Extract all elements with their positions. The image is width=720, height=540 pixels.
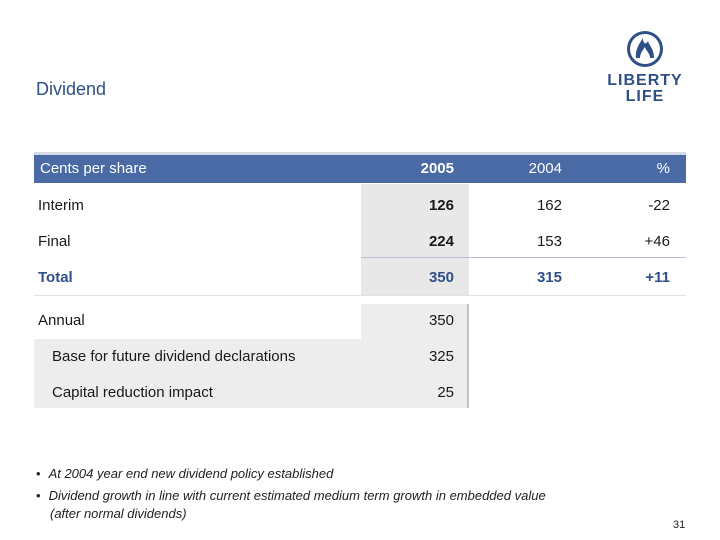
annual-column-shade	[361, 304, 469, 408]
logo-line-liberty: LIBERTY	[607, 72, 683, 89]
header-2004: 2004	[528, 160, 562, 177]
total-separator	[361, 257, 686, 258]
row-interim-pct: -22	[648, 197, 670, 214]
subrow-base-2005: 325	[428, 348, 454, 365]
page-title: Dividend	[36, 79, 107, 99]
row-final-pct: +46	[644, 233, 670, 250]
row-interim-2005: 126	[428, 197, 454, 214]
column-2005-shade	[361, 184, 469, 295]
annual-subrows-shade	[34, 339, 361, 408]
row-total-2004: 315	[536, 269, 562, 286]
flame-shield-icon	[627, 31, 663, 67]
row-final-label: Final	[38, 233, 71, 250]
row-interim-label: Interim	[38, 197, 84, 214]
row-total-label: Total	[38, 269, 73, 286]
row-final-2004: 153	[536, 233, 562, 250]
row-interim-2004: 162	[536, 197, 562, 214]
row-annual-label: Annual	[38, 312, 85, 329]
header-cents-per-share: Cents per share	[40, 160, 147, 177]
subrow-capital-label: Capital reduction impact	[52, 384, 213, 401]
header-percent: %	[656, 160, 670, 177]
logo-line-life: LIFE	[625, 88, 665, 105]
bullet-1: • At 2004 year end new dividend policy es…	[36, 466, 334, 481]
row-total-pct: +11	[645, 269, 670, 286]
bullet-2-continued: (after normal dividends)	[50, 506, 187, 521]
table-header	[34, 152, 686, 183]
bullet-2: • Dividend growth in line with current es…	[36, 488, 546, 503]
subrow-capital-2005: 25	[437, 384, 454, 401]
header-2005: 2005	[420, 160, 454, 177]
annual-right-rule	[467, 304, 469, 408]
company-logo: LIBERTY LIFE	[603, 29, 687, 105]
row-total-2005: 350	[428, 269, 454, 286]
subrow-base-label: Base for future dividend declarations	[52, 348, 296, 365]
page-number: 31	[673, 519, 686, 531]
row-annual-2005: 350	[428, 312, 454, 329]
row-final-2005: 224	[428, 233, 454, 250]
table-bottom-rule	[34, 295, 686, 296]
